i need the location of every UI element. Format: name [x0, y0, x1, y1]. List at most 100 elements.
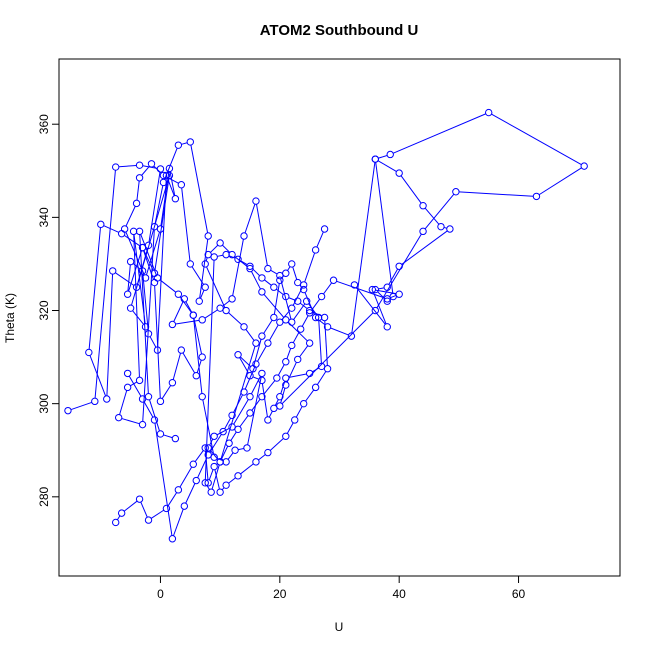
data-point [282, 432, 290, 440]
data-point [186, 260, 194, 268]
data-point [153, 346, 162, 354]
series-line-segment [209, 434, 222, 453]
series-line-segment [316, 371, 327, 385]
series-line-segment [142, 274, 149, 331]
series-line-segment [133, 234, 140, 378]
series-line-segment [136, 180, 140, 201]
data-point [186, 138, 194, 146]
series-line-segment [286, 348, 292, 359]
data-point [282, 381, 290, 389]
data-point [141, 323, 150, 331]
data-point [258, 392, 266, 401]
series-line-segment [277, 364, 285, 376]
data-point [383, 323, 391, 331]
data-point [240, 388, 248, 396]
data-point [240, 323, 248, 331]
series-2 [111, 250, 403, 527]
data-point [246, 262, 254, 270]
data-point [120, 225, 129, 233]
series-line-segment [217, 254, 223, 257]
series-line-segment [258, 454, 266, 461]
data-point [252, 339, 260, 347]
data-point [383, 283, 391, 291]
data-point [204, 479, 212, 487]
series-line-segment [128, 375, 142, 397]
data-point [216, 488, 224, 496]
data-point [276, 276, 284, 284]
data-point [240, 232, 248, 240]
data-point [258, 376, 266, 385]
series-line-segment [193, 318, 203, 354]
data-point [111, 518, 120, 527]
series-line-segment [288, 373, 307, 378]
data-point [97, 220, 105, 229]
series-line-segment [149, 336, 157, 348]
data-point [180, 502, 189, 510]
data-point [311, 383, 320, 392]
series-line-segment [232, 239, 244, 296]
series-line-segment [227, 452, 234, 460]
series-line-segment [318, 320, 322, 364]
series-line-segment [202, 399, 215, 455]
data-point [386, 150, 394, 159]
series-line-segment [269, 324, 279, 341]
data-point [395, 290, 403, 298]
series-line-segment [300, 302, 308, 309]
series-line-segment [163, 434, 173, 439]
series-line-segment [211, 464, 220, 490]
data-point [210, 432, 218, 440]
series-line-segment [205, 257, 208, 261]
data-point [273, 374, 281, 382]
series-line-segment [181, 142, 188, 145]
series-line-segment [281, 310, 290, 320]
data-point [294, 297, 302, 305]
series-line-segment [154, 178, 170, 271]
series-line-segment [273, 283, 280, 315]
series-line-segment [228, 477, 236, 484]
series-line-segment [181, 187, 191, 261]
series-line-segment [393, 113, 486, 154]
data-point [198, 353, 206, 361]
data-point [132, 283, 141, 291]
series-line-segment [400, 175, 422, 204]
series-line-segment [292, 331, 300, 343]
series-line-segment [270, 269, 278, 275]
data-point [228, 295, 236, 303]
data-point [419, 227, 427, 236]
data-point [258, 332, 266, 340]
series-line-segment [264, 279, 272, 286]
series-line-segment [378, 287, 385, 290]
series-line-segment [172, 353, 181, 380]
series-line-segment [280, 278, 292, 320]
data-point [276, 318, 284, 326]
y-tick-label: 340 [37, 207, 51, 227]
data-point [234, 351, 242, 359]
data-point [85, 348, 93, 357]
data-point [201, 444, 209, 452]
data-point [189, 460, 197, 468]
series-line-segment [375, 289, 397, 295]
series-line-segment [194, 450, 204, 462]
data-point [395, 169, 403, 177]
series-line-segment [336, 280, 385, 299]
data-point [210, 253, 218, 261]
series-line-segment [191, 266, 204, 285]
series-line-segment [208, 469, 214, 480]
series-line-segment [220, 346, 256, 459]
data-point [252, 360, 260, 368]
data-point [138, 395, 147, 403]
data-point [180, 295, 189, 303]
series-line-segment [234, 256, 248, 267]
series-line-segment [538, 167, 582, 196]
data-point [297, 325, 305, 333]
series-line-segment [245, 329, 255, 341]
data-point [192, 372, 200, 380]
series-line-segment [103, 225, 119, 233]
series-line-segment [124, 235, 141, 247]
series-line-segment [190, 145, 209, 233]
x-tick-label: 0 [157, 587, 164, 601]
data-point [168, 535, 177, 543]
data-point [222, 306, 230, 315]
series-layer [64, 108, 588, 543]
